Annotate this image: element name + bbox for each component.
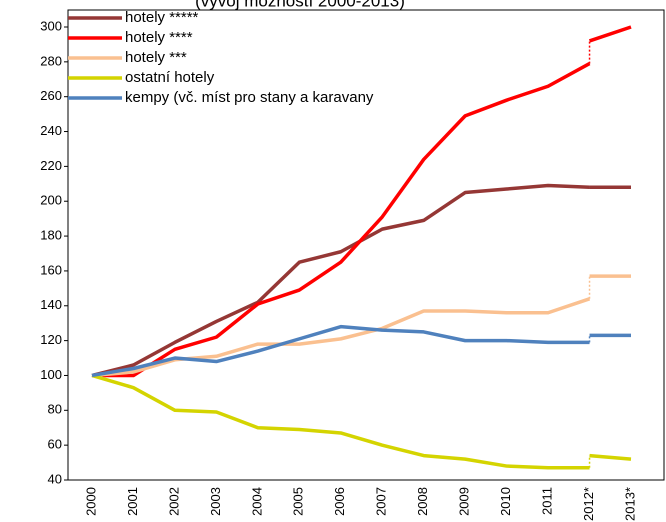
series-line (91, 373, 590, 470)
x-tick-label: 2002 (166, 487, 181, 516)
legend-label: hotely *** (125, 49, 187, 66)
x-tick-label: 2006 (332, 487, 347, 516)
x-tick-label: 2000 (83, 487, 98, 516)
y-tick-label: 60 (48, 437, 62, 452)
chart-title: (vývoj možností 2000-2013) (195, 0, 405, 10)
y-tick-label: 200 (40, 193, 62, 208)
y-tick-label: 80 (48, 402, 62, 417)
legend-label: kempy (vč. míst pro stany a karavany (125, 89, 374, 106)
series-line (588, 25, 632, 43)
legend-label: hotely **** (125, 29, 193, 46)
y-tick-label: 240 (40, 123, 62, 138)
series-line (91, 297, 591, 378)
series-line (589, 453, 632, 461)
x-tick-label: 2009 (457, 487, 472, 516)
x-tick-label: 2013* (622, 487, 637, 521)
y-tick-label: 40 (48, 471, 62, 486)
x-tick-label: 2010 (498, 487, 513, 516)
x-tick-label: 2001 (125, 487, 140, 516)
series-line (92, 62, 591, 378)
x-tick-label: 2004 (249, 487, 264, 516)
series-line (91, 183, 590, 378)
y-tick-label: 220 (40, 158, 62, 173)
series-line (91, 324, 590, 378)
x-tick-label: 2012* (581, 487, 596, 521)
y-tick-label: 180 (40, 228, 62, 243)
y-tick-label: 280 (40, 53, 62, 68)
x-tick-label: 2007 (374, 487, 389, 516)
x-tick-label: 2008 (415, 487, 430, 516)
y-tick-label: 160 (40, 262, 62, 277)
y-tick-label: 100 (40, 367, 62, 382)
y-tick-label: 260 (40, 88, 62, 103)
x-tick-label: 2011 (540, 487, 555, 515)
legend-label: ostatní hotely (125, 69, 215, 86)
y-tick-label: 300 (40, 18, 62, 33)
legend-label: hotely ***** (125, 9, 199, 26)
plot-frame (67, 9, 665, 481)
y-tick-label: 120 (40, 332, 62, 347)
x-tick-label: 2005 (291, 487, 306, 516)
x-tick-label: 2003 (208, 487, 223, 516)
y-tick-label: 140 (40, 297, 62, 312)
